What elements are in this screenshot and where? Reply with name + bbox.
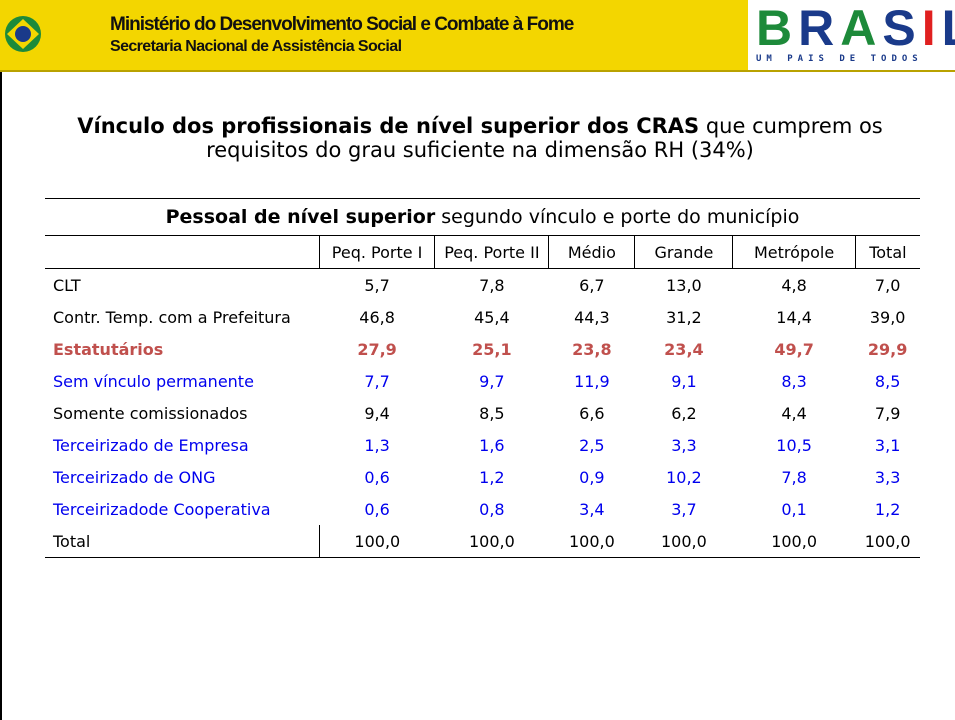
secretariat-name: Secretaria Nacional de Assistência Socia… <box>110 38 402 55</box>
cell: 9,4 <box>364 403 390 423</box>
cell: 10,2 <box>666 467 702 487</box>
column-header: Peq. Porte II <box>434 235 549 269</box>
cell: 6,2 <box>671 403 697 423</box>
flag-icon <box>5 16 41 52</box>
cell: 5,7 <box>364 275 390 295</box>
cell: 100,0 <box>318 525 435 558</box>
table-row: Sem vínculo permanente 7,7 9,7 11,9 9,1 8,3 8,… <box>45 365 920 397</box>
slide-title: Vínculo dos profissionais de nível super… <box>60 114 900 162</box>
table-row: Somente comissionados 9,4 8,5 6,6 6,2 4,4 7,9 <box>45 397 920 429</box>
cell: 7,8 <box>781 467 807 487</box>
header-cell <box>45 235 320 269</box>
cell: 3,1 <box>874 435 901 455</box>
cell: 45,4 <box>474 307 510 327</box>
table-row: Total 100,0 100,0 100,0 100,0 100,0 100,0 <box>45 525 920 558</box>
cell: 0,8 <box>479 499 505 519</box>
column-header: Metrópole <box>732 235 856 269</box>
row-label: Terceirizado de ONG <box>53 467 216 487</box>
cell: 14,4 <box>776 307 812 327</box>
title-rest: que cumprem os requisitos do grau sufici… <box>206 114 883 162</box>
cell: 7,0 <box>874 275 901 295</box>
logo-word: BRASIL <box>756 0 955 56</box>
cell: 100,0 <box>434 525 549 558</box>
table-row: Terceirizado de Empresa 1,3 1,6 2,5 3,3 10,5 3… <box>45 429 920 461</box>
cell: 0,9 <box>579 467 605 487</box>
cell: 11,9 <box>574 371 610 391</box>
cell: 8,5 <box>479 403 505 423</box>
cell: 8,5 <box>874 371 901 391</box>
cell: 100,0 <box>634 525 733 558</box>
header-bar: Ministério do Desenvolvimento Social e C… <box>0 0 955 72</box>
caption-row: Pessoal de nível superior segundo víncul… <box>45 198 920 236</box>
cell: 7,9 <box>874 403 901 423</box>
cell: 23,8 <box>572 339 612 359</box>
row-label: Total <box>45 525 320 558</box>
column-header: Médio <box>548 235 635 269</box>
row-label: Terceirizadode Cooperativa <box>53 499 271 519</box>
logo: BRASIL UM PAIS DE TODOS <box>748 0 955 70</box>
cell: 1,3 <box>364 435 390 455</box>
table-row: Estatutários 27,9 25,1 23,8 23,4 49,7 29,9 <box>45 333 920 365</box>
cell: 6,7 <box>579 275 605 295</box>
cell: 7,7 <box>364 371 390 391</box>
cell: 8,3 <box>781 371 807 391</box>
cell: 29,9 <box>867 339 908 359</box>
cell: 39,0 <box>869 307 906 327</box>
table-row: Terceirizado de ONG 0,6 1,2 0,9 10,2 7,8 3,3 <box>45 461 920 493</box>
cell: 9,1 <box>671 371 697 391</box>
cell: 1,2 <box>479 467 505 487</box>
row-label: CLT <box>53 275 81 295</box>
cell: 27,9 <box>357 339 397 359</box>
column-header: Grande <box>634 235 733 269</box>
cell: 44,3 <box>574 307 610 327</box>
cell: 13,0 <box>666 275 702 295</box>
title-bold: Vínculo dos profissionais de nível super… <box>77 114 700 138</box>
data-table: Pessoal de nível superior segundo víncul… <box>45 198 920 558</box>
slide-border <box>0 72 2 720</box>
row-label: Terceirizado de Empresa <box>53 435 249 455</box>
cell: 100,0 <box>548 525 635 558</box>
cell: 3,3 <box>874 467 901 487</box>
cell: 2,5 <box>579 435 605 455</box>
cell: 31,2 <box>666 307 702 327</box>
table-row: Contr. Temp. com a Prefeitura 46,8 45,4 44,… <box>45 301 920 333</box>
cell: 25,1 <box>472 339 512 359</box>
cell: 1,6 <box>479 435 505 455</box>
cell: 100,0 <box>732 525 856 558</box>
cell: 23,4 <box>664 339 704 359</box>
cell: 1,2 <box>874 499 901 519</box>
column-header: Total <box>854 235 920 269</box>
caption-bold: Pessoal de nível superior <box>165 206 436 228</box>
column-header: Peq. Porte I <box>318 235 435 269</box>
cell: 9,7 <box>479 371 505 391</box>
logo-tagline: UM PAIS DE TODOS <box>756 54 923 64</box>
row-label: Sem vínculo permanente <box>53 371 254 391</box>
row-label: Estatutários <box>53 339 164 359</box>
cell: 0,6 <box>364 499 390 519</box>
header-row: Peq. Porte I Peq. Porte II Médio Grande Metr… <box>45 235 920 269</box>
row-label: Contr. Temp. com a Prefeitura <box>53 307 291 327</box>
cell: 6,6 <box>579 403 605 423</box>
table-row: Terceirizadode Cooperativa 0,6 0,8 3,4 3,7 0,… <box>45 493 920 525</box>
table-row: CLT 5,7 7,8 6,7 13,0 4,8 7,0 <box>45 269 920 302</box>
row-label: Somente comissionados <box>53 403 248 423</box>
cell: 46,8 <box>359 307 395 327</box>
cell: 10,5 <box>776 435 812 455</box>
cell: 7,8 <box>479 275 505 295</box>
cell: 0,6 <box>364 467 390 487</box>
cell: 3,3 <box>671 435 697 455</box>
cell: 4,8 <box>781 275 807 295</box>
cell: 4,4 <box>781 403 807 423</box>
cell: 100,0 <box>855 525 920 558</box>
cell: 49,7 <box>774 339 814 359</box>
caption-rest: segundo vínculo e porte do município <box>435 206 800 228</box>
cell: 0,1 <box>781 499 807 519</box>
cell: 3,7 <box>671 499 697 519</box>
ministry-name: Ministério do Desenvolvimento Social e C… <box>110 14 574 35</box>
caption: Pessoal de nível superior segundo víncul… <box>45 198 920 236</box>
cell: 3,4 <box>579 499 605 519</box>
